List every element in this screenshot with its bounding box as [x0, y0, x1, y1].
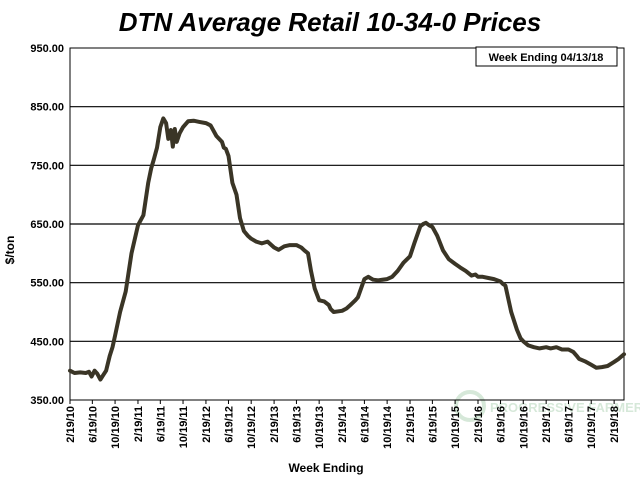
- x-tick-label: 2/19/10: [65, 406, 77, 443]
- x-tick-label: 2/19/17: [541, 406, 553, 443]
- x-tick-label: 6/19/17: [564, 406, 576, 443]
- x-tick-label: 10/19/13: [314, 406, 326, 449]
- x-tick-label: 10/19/17: [586, 406, 598, 449]
- annotation-frame: [475, 46, 618, 67]
- x-tick-label: 6/19/16: [496, 406, 508, 443]
- watermark-leaf-icon: [454, 390, 486, 422]
- x-tick-label: 2/19/14: [337, 405, 349, 443]
- x-tick-label: 2/19/16: [473, 406, 485, 443]
- x-tick-label: 10/19/11: [178, 406, 190, 448]
- x-tick-label: 10/19/10: [110, 406, 122, 449]
- series-line: [68, 116, 626, 382]
- x-axis-label: Week Ending: [288, 461, 363, 475]
- x-tick-label: 6/19/12: [223, 406, 235, 443]
- chart-title: DTN Average Retail 10-34-0 Prices: [119, 7, 541, 37]
- annotation-text: Week Ending 04/13/18: [489, 52, 604, 64]
- x-axis-ticks: 2/19/10 6/19/10 10/19/10 2/19/11 6/19/11 10/1…: [65, 400, 621, 449]
- x-tick-label: 2/19/12: [201, 406, 213, 443]
- watermark-text: PROGRESSIVE FARMER: [490, 400, 640, 415]
- x-tick-label: 6/19/11: [155, 406, 167, 442]
- y-tick-label: 550.00: [30, 278, 64, 290]
- x-tick-label: 10/19/12: [246, 406, 258, 449]
- x-tick-label: 6/19/10: [87, 406, 99, 443]
- watermark-logo: PROGRESSIVE FARMER: [454, 390, 640, 422]
- x-tick-label: 2/19/13: [269, 406, 281, 443]
- x-tick-label: 10/19/15: [450, 406, 462, 449]
- x-tick-label: 10/19/14: [382, 405, 394, 449]
- x-tick-label: 10/19/16: [518, 406, 530, 449]
- plot-area-frame: [69, 47, 625, 401]
- y-tick-label: 650.00: [30, 219, 64, 231]
- y-axis-ticks: 950.00 850.00 750.00 650.00 550.00 450.00 350.…: [30, 43, 64, 407]
- annotation-box: Week Ending 04/13/18: [475, 46, 618, 67]
- gridlines: [70, 106, 624, 342]
- y-tick-label: 350.00: [30, 395, 64, 407]
- x-tick-label: 2/19/11: [133, 406, 145, 442]
- y-tick-label: 450.00: [30, 336, 64, 348]
- y-tick-label: 950.00: [30, 43, 64, 55]
- x-tick-label: 2/19/18: [609, 406, 621, 443]
- y-tick-label: 750.00: [30, 160, 64, 172]
- x-tick-label: 6/19/15: [427, 406, 439, 443]
- x-tick-label: 6/19/13: [291, 406, 303, 443]
- x-tick-label: 6/19/14: [359, 405, 371, 443]
- y-axis-label: $/ton: [3, 236, 17, 265]
- y-tick-label: 850.00: [30, 102, 64, 114]
- x-tick-label: 2/19/15: [405, 406, 417, 443]
